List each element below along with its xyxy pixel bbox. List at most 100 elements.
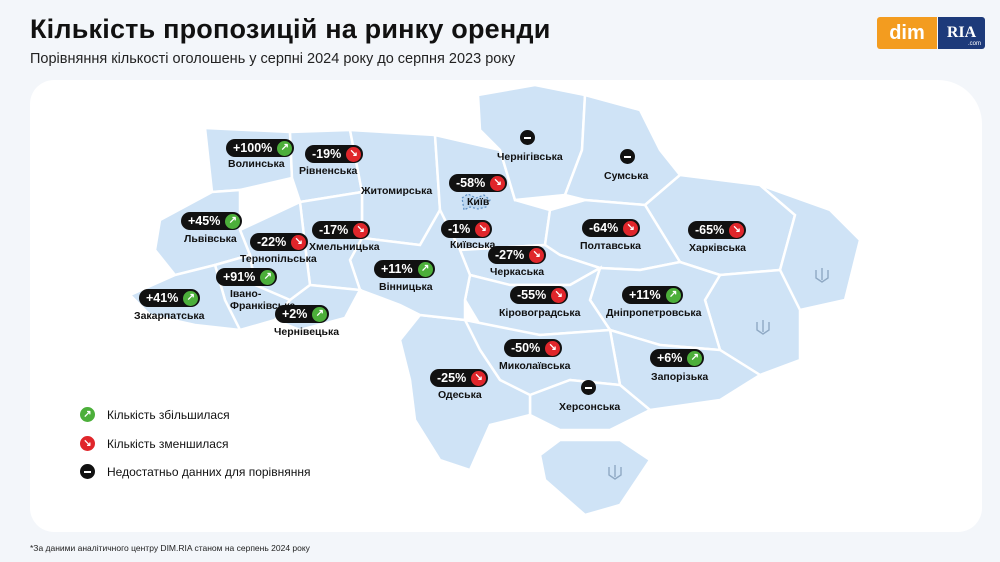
region-label-lvivska: Львівська (184, 233, 237, 245)
badge-kyiv[interactable]: -58% ↘ (449, 174, 508, 192)
badge-value: -27% (495, 248, 525, 262)
arrow-down-icon: ↘ (729, 222, 745, 238)
region-label-khmelnytska: Хмельницька (309, 241, 380, 253)
badge-value: -1% (448, 222, 471, 236)
arrow-up-icon: ↗ (312, 306, 328, 322)
arrow-up-icon: ↗ (417, 261, 433, 277)
badge-lvivska[interactable]: +45% ↗ (181, 212, 243, 230)
badge-value: -22% (257, 235, 287, 249)
trident-icon (608, 465, 622, 480)
region-label-ternopilska: Тернопільська (240, 253, 317, 265)
badge-kharkivska[interactable]: -65% ↘ (688, 221, 747, 239)
arrow-up-icon: ↗ (183, 290, 199, 306)
arrow-up-icon: ↗ (687, 350, 703, 366)
region-label-khersonska: Херсонська (559, 401, 621, 413)
arrow-down-icon: ↘ (346, 146, 362, 162)
minus-icon (620, 149, 635, 164)
region-shape-odeska (398, 313, 532, 472)
legend-label: Недостатньо данних для порівняння (107, 464, 311, 479)
page-title: Кількість пропозицій на ринку оренди (30, 14, 551, 44)
arrow-down-icon: ↘ (471, 370, 487, 386)
badge-chernivetska[interactable]: +2% ↗ (275, 305, 330, 323)
badge-value: -50% (511, 341, 541, 355)
region-label-vinnytska: Вінницька (379, 281, 433, 293)
badge-cherkaska[interactable]: -27% ↘ (488, 246, 547, 264)
badge-value: +2% (282, 307, 308, 321)
badge-value: +6% (657, 351, 683, 365)
badge-dnipropetrovska[interactable]: +11% ↗ (622, 286, 683, 304)
badge-value: -25% (437, 371, 467, 385)
minus-icon (80, 464, 95, 479)
legend-decrease: ↘ Кількість зменшилася (80, 436, 228, 451)
badge-value: +91% (223, 270, 256, 284)
region-label-mykolaivska: Миколаївська (499, 360, 571, 372)
region-label-chernihivska: Чернігівська (497, 151, 563, 163)
region-label-kyivska: Київська (450, 239, 496, 251)
badge-zaporizka[interactable]: +6% ↗ (650, 349, 705, 367)
arrow-down-icon: ↘ (475, 221, 491, 237)
legend-label: Кількість зменшилася (107, 436, 229, 451)
arrow-up-icon: ↗ (260, 269, 276, 285)
ria-logo[interactable]: RIA .com (938, 17, 985, 49)
minus-icon (520, 130, 535, 145)
badge-value: -58% (456, 176, 486, 190)
region-label-odeska: Одеська (438, 389, 482, 401)
badge-value: +45% (188, 214, 221, 228)
legend-nodata: Недостатньо данних для порівняння (80, 464, 310, 479)
region-label-poltavska: Полтавська (580, 240, 641, 252)
badge-kyivska[interactable]: -1% ↘ (441, 220, 493, 238)
ria-logo-text: RIA (946, 24, 977, 41)
region-label-kyiv: Київ (467, 196, 490, 208)
badge-value: -19% (312, 147, 342, 161)
legend-increase: ↗ Кількість збільшилася (80, 407, 230, 422)
badge-khmelnytska[interactable]: -17% ↘ (312, 221, 371, 239)
badge-rivnenska[interactable]: -19% ↘ (305, 145, 364, 163)
badge-vinnytska[interactable]: +11% ↗ (374, 260, 435, 278)
badge-volynska[interactable]: +100% ↗ (226, 139, 295, 157)
arrow-up-icon: ↗ (277, 140, 293, 156)
badge-odeska[interactable]: -25% ↘ (430, 369, 489, 387)
region-label-zhytomyrska: Житомирська (361, 185, 433, 197)
arrow-down-icon: ↘ (490, 175, 506, 191)
badge-value: -17% (319, 223, 349, 237)
footnote: *За даними аналітичного центру DIM.RIA с… (30, 543, 310, 553)
arrow-down-icon: ↘ (353, 222, 369, 238)
badge-ternopilska[interactable]: -22% ↘ (250, 233, 309, 251)
region-label-dnipropetrovska: Дніпропетровська (606, 307, 702, 319)
dim-logo[interactable]: dim (877, 17, 937, 49)
region-label-rivnenska: Рівненська (299, 165, 358, 177)
region-label-zaporizka: Запорізька (651, 371, 709, 383)
region-shape-khersonska (528, 378, 653, 432)
badge-poltavska[interactable]: -64% ↘ (582, 219, 641, 237)
region-label-kharkivska: Харківська (689, 242, 747, 254)
trident-icons (608, 268, 829, 480)
trident-icon (815, 268, 829, 283)
badge-mykolaivska[interactable]: -50% ↘ (504, 339, 563, 357)
badge-value: +11% (629, 288, 661, 302)
arrow-down-icon: ↘ (80, 436, 95, 451)
arrow-up-icon: ↗ (80, 407, 95, 422)
region-shape-crimea (538, 438, 652, 517)
arrow-down-icon: ↘ (551, 287, 567, 303)
badge-ivano-frankivska[interactable]: +91% ↗ (216, 268, 278, 286)
region-label-zakarpatska: Закарпатська (134, 310, 205, 322)
arrow-down-icon: ↘ (623, 220, 639, 236)
page-subtitle: Порівняння кількості оголошень у серпні … (30, 51, 516, 67)
arrow-down-icon: ↘ (291, 234, 307, 250)
badge-kirovohradska[interactable]: -55% ↘ (510, 286, 569, 304)
badge-value: +41% (146, 291, 179, 305)
badge-value: -65% (695, 223, 725, 237)
ria-logo-sub: .com (967, 41, 981, 47)
region-label-chernivetska: Чернівецька (274, 326, 340, 338)
dim-logo-text: dim (889, 21, 925, 44)
badge-value: +11% (381, 262, 413, 276)
badge-value: -64% (589, 221, 619, 235)
badge-value: -55% (517, 288, 547, 302)
arrow-up-icon: ↗ (225, 213, 241, 229)
region-label-volynska: Волинська (228, 158, 285, 170)
trident-icon (756, 320, 770, 335)
region-label-kirovohradska: Кіровоградська (499, 307, 581, 319)
minus-icon (581, 380, 596, 395)
arrow-up-icon: ↗ (665, 287, 681, 303)
badge-zakarpatska[interactable]: +41% ↗ (139, 289, 201, 307)
